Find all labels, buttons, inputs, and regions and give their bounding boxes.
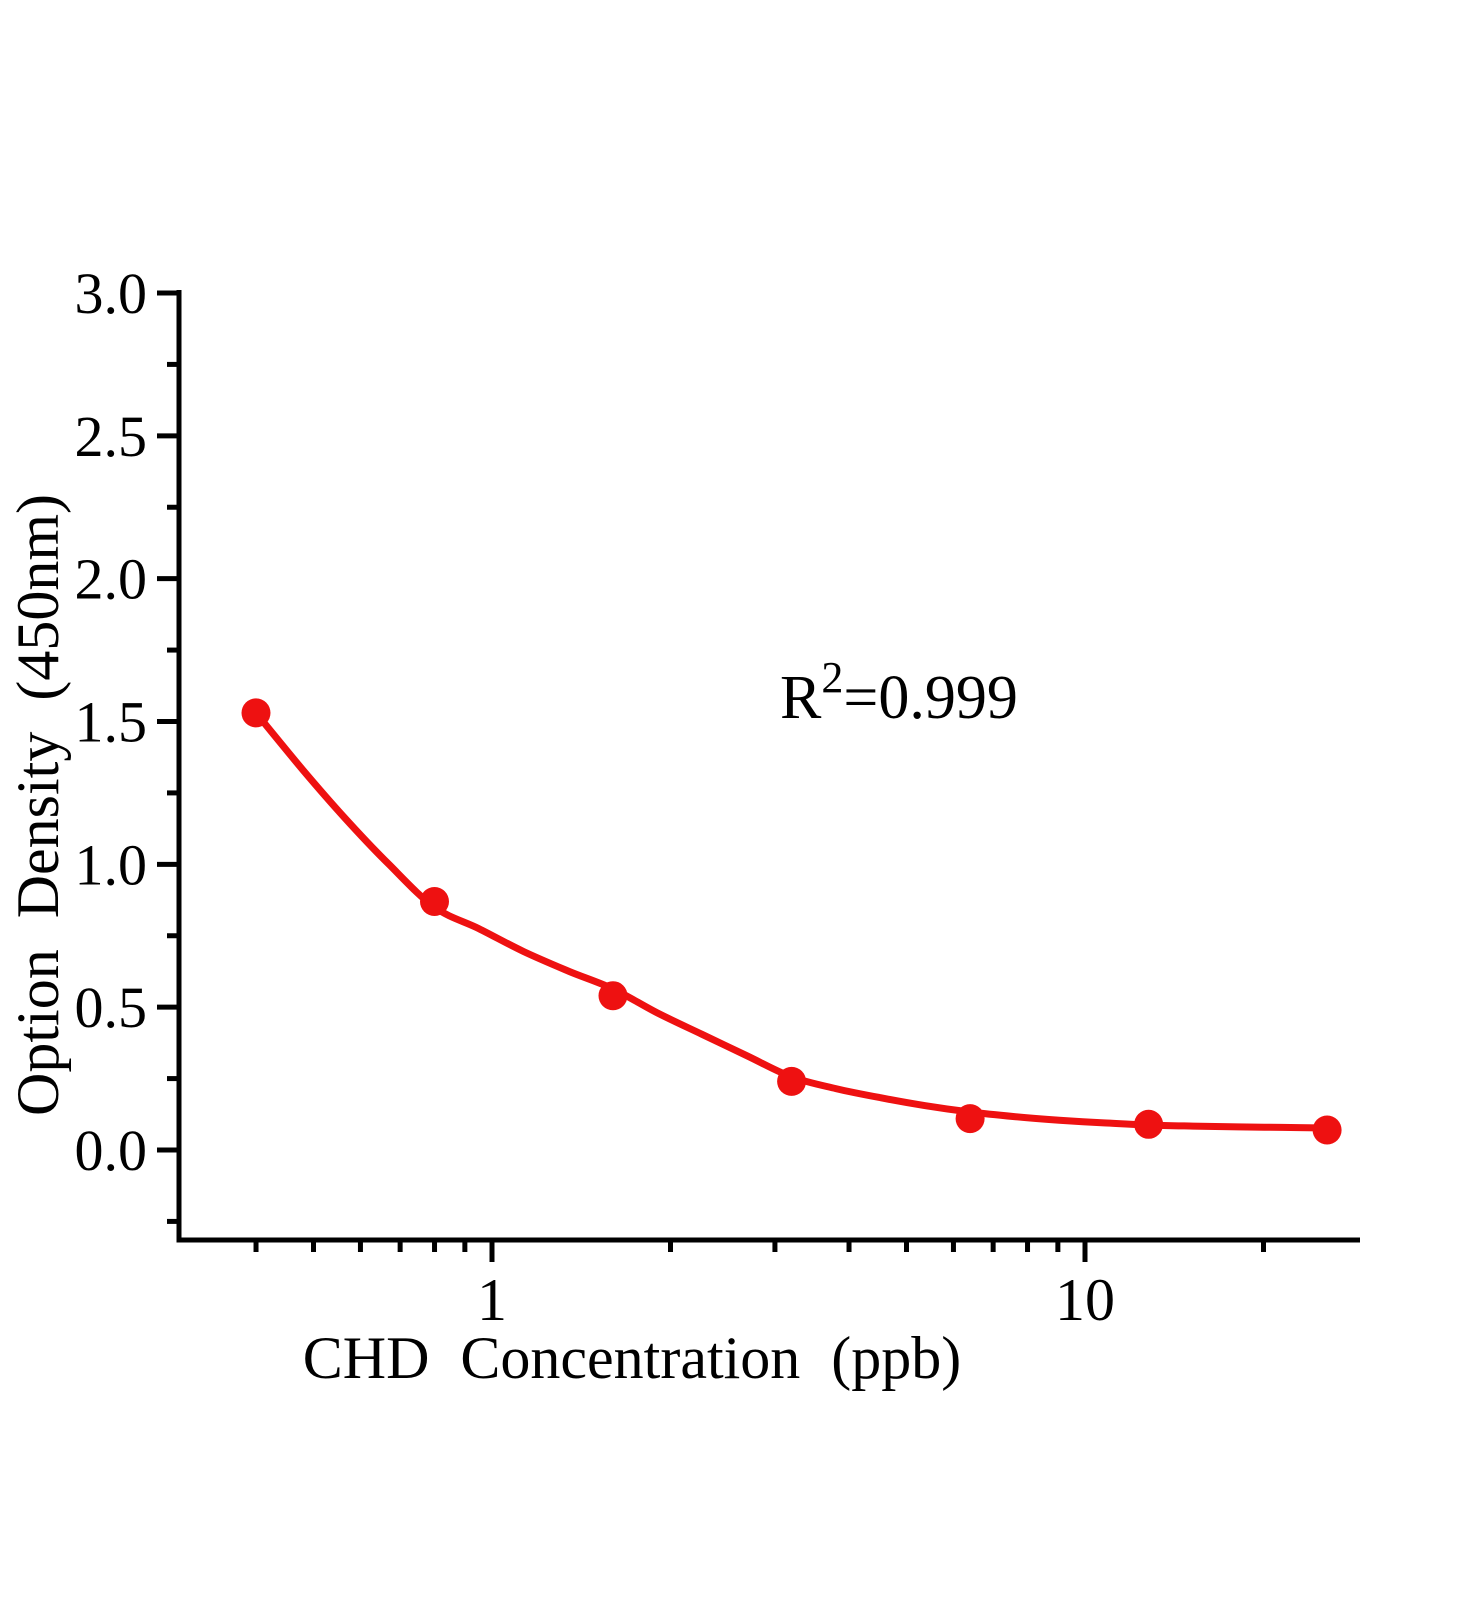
data-point	[955, 1104, 985, 1134]
y-axis-tick-label: 0.5	[75, 975, 148, 1040]
y-axis-tick-label: 3.0	[75, 261, 148, 326]
data-point	[1312, 1115, 1342, 1145]
y-axis-tick-label: 2.5	[75, 404, 148, 469]
data-point	[598, 981, 628, 1011]
r-squared-superscript: 2	[821, 653, 843, 702]
r-squared-base: R	[780, 664, 822, 732]
r-squared-value: =0.999	[843, 664, 1017, 732]
y-axis-tick-label: 1.0	[75, 832, 148, 897]
y-axis-title: Option Density (450nm)	[5, 494, 71, 1116]
x-axis-tick-label: 10	[1055, 1267, 1115, 1333]
data-point	[420, 887, 449, 916]
y-axis-tick-label: 0.0	[75, 1118, 148, 1183]
data-point	[241, 698, 271, 728]
y-axis-tick-label: 2.0	[75, 547, 148, 612]
data-point	[777, 1066, 807, 1096]
axes-layer: 1 10 0.0 0.5 1.0 1.5 2.0 2.5 3.0	[75, 261, 1360, 1333]
data-point	[1134, 1109, 1164, 1139]
fit-curve	[252, 709, 1331, 1132]
fit-curve-layer	[252, 709, 1331, 1132]
x-axis-tick-label: 1	[477, 1267, 507, 1333]
data-points-layer	[241, 698, 1342, 1145]
x-axis-title: CHD Concentration (ppb)	[303, 1325, 962, 1391]
r-squared-annotation: R2=0.999	[780, 653, 1018, 732]
y-axis-tick-label: 1.5	[75, 689, 148, 754]
axis-spine	[176, 290, 1360, 1243]
